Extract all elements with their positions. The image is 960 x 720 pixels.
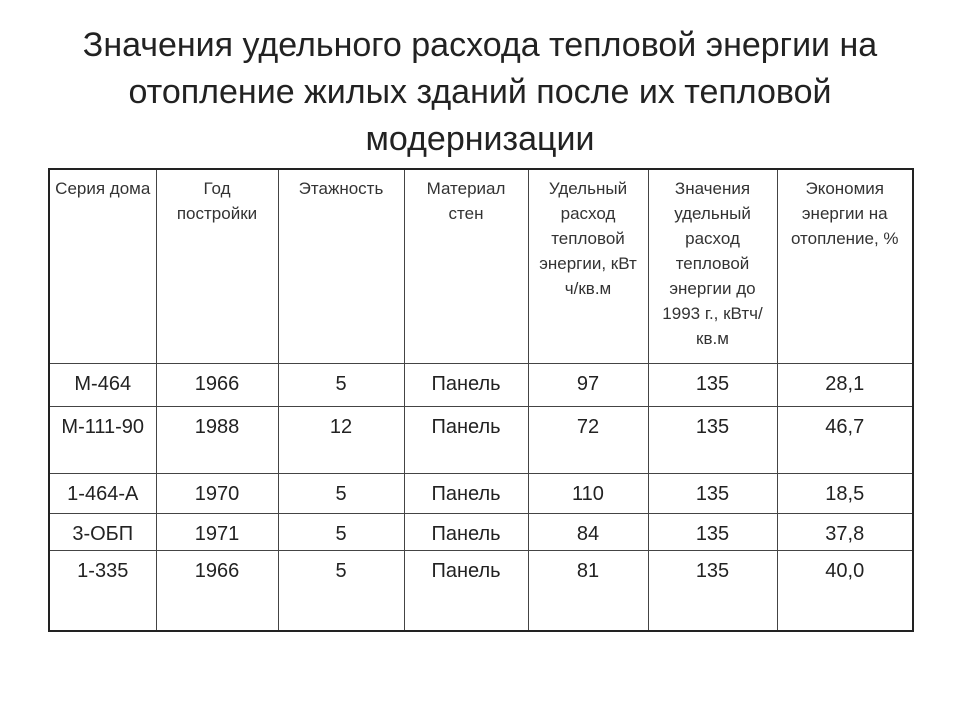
table-cell: Панель xyxy=(403,362,529,407)
table-cell: Панель xyxy=(403,512,529,551)
column-header: Экономия энергии на отопление, % xyxy=(776,168,914,364)
table-cell: 135 xyxy=(647,512,778,551)
table-cell: 1970 xyxy=(155,472,279,514)
table-cell: 5 xyxy=(277,472,405,514)
header-row: Серия дома Год постройки Этажность Материал… xyxy=(48,168,914,364)
table-cell: Панель xyxy=(403,405,529,474)
table-row: 3-ОБП 1971 5 Панель 84 135 37,8 xyxy=(48,512,914,551)
table-cell: 18,5 xyxy=(776,472,914,514)
table-cell: 81 xyxy=(527,549,649,632)
table-cell: 5 xyxy=(277,512,405,551)
table-cell: 1966 xyxy=(155,362,279,407)
table-cell: 84 xyxy=(527,512,649,551)
table-cell: 72 xyxy=(527,405,649,474)
column-header: Год постройки xyxy=(155,168,279,364)
table-cell: 12 xyxy=(277,405,405,474)
table-cell: 1971 xyxy=(155,512,279,551)
table-body: М-464 1966 5 Панель 97 135 28,1 М-111-90 1988 12 П… xyxy=(48,362,914,632)
table-cell: 1-464-А xyxy=(48,472,157,514)
table-cell: 97 xyxy=(527,362,649,407)
data-table: Серия дома Год постройки Этажность Материал… xyxy=(48,168,914,632)
table-cell: Панель xyxy=(403,549,529,632)
table-cell: 3-ОБП xyxy=(48,512,157,551)
title: Значения удельного расхода тепловой энер… xyxy=(82,26,878,158)
column-header: Материал стен xyxy=(403,168,529,364)
table-cell: 110 xyxy=(527,472,649,514)
table-cell: 135 xyxy=(647,472,778,514)
column-header: Значения удельный расход тепловой энерги… xyxy=(647,168,778,364)
table-cell: 5 xyxy=(277,362,405,407)
table-cell: 28,1 xyxy=(776,362,914,407)
column-header: Удельный расход тепловой энергии, кВт ч/… xyxy=(527,168,649,364)
table-cell: М-464 xyxy=(48,362,157,407)
table-cell: 1-335 xyxy=(48,549,157,632)
table-row: 1-464-А 1970 5 Панель 110 135 18,5 xyxy=(48,472,914,514)
column-header: Серия дома xyxy=(48,168,157,364)
table-row: 1-335 1966 5 Панель 81 135 40,0 xyxy=(48,549,914,632)
table-cell: 135 xyxy=(647,362,778,407)
table-cell: 37,8 xyxy=(776,512,914,551)
table-cell: 5 xyxy=(277,549,405,632)
table-cell: 1988 xyxy=(155,405,279,474)
table-cell: 1966 xyxy=(155,549,279,632)
table-cell: 46,7 xyxy=(776,405,914,474)
table-cell: 135 xyxy=(647,549,778,632)
table-cell: Панель xyxy=(403,472,529,514)
table-cell: М-111-90 xyxy=(48,405,157,474)
column-header: Этажность xyxy=(277,168,405,364)
table-row: М-464 1966 5 Панель 97 135 28,1 xyxy=(48,362,914,407)
table-cell: 40,0 xyxy=(776,549,914,632)
table-row: М-111-90 1988 12 Панель 72 135 46,7 xyxy=(48,405,914,474)
table-cell: 135 xyxy=(647,405,778,474)
